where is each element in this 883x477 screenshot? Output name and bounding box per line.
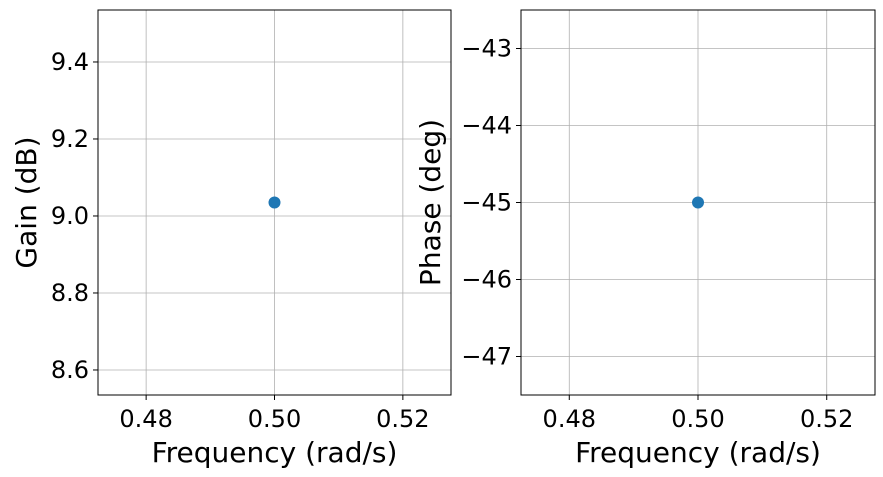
gain-ytick-label: 9.4	[51, 48, 89, 76]
phase-ytick-label: −43	[461, 35, 512, 63]
gain-xtick-label: 0.52	[376, 405, 429, 433]
phase-data-point	[692, 196, 704, 209]
gain-xtick-label: 0.50	[248, 405, 301, 433]
gain-data-point	[268, 196, 281, 209]
phase-ytick-label: −44	[461, 112, 512, 140]
phase-ytick-label: −46	[461, 266, 512, 294]
gain-plot: 0.48 0.50 0.52 8.6 8.8 9.0 9.2 9.4 Frequency (ra…	[10, 9, 452, 469]
phase-ytick-label: −45	[461, 189, 512, 217]
phase-xtick-label: 0.52	[800, 405, 853, 433]
phase-ytick-label: −47	[461, 343, 512, 371]
phase-xlabel: Frequency (rad/s)	[575, 436, 821, 469]
phase-xtick-label: 0.50	[671, 405, 724, 433]
gain-xtick-label: 0.48	[119, 405, 172, 433]
phase-plot: 0.48 0.50 0.52 −47 −46 −45 −44 −43 Frequency (ra…	[414, 9, 876, 469]
gain-xlabel: Frequency (rad/s)	[152, 436, 398, 469]
phase-ylabel: Phase (deg)	[414, 119, 447, 286]
gain-ytick-label: 8.8	[51, 279, 89, 307]
gain-ylabel: Gain (dB)	[10, 136, 43, 268]
gain-ytick-label: 9.0	[51, 202, 89, 230]
gain-ytick-label: 9.2	[51, 125, 89, 153]
phase-xtick-label: 0.48	[543, 405, 596, 433]
gain-ytick-label: 8.6	[51, 356, 89, 384]
